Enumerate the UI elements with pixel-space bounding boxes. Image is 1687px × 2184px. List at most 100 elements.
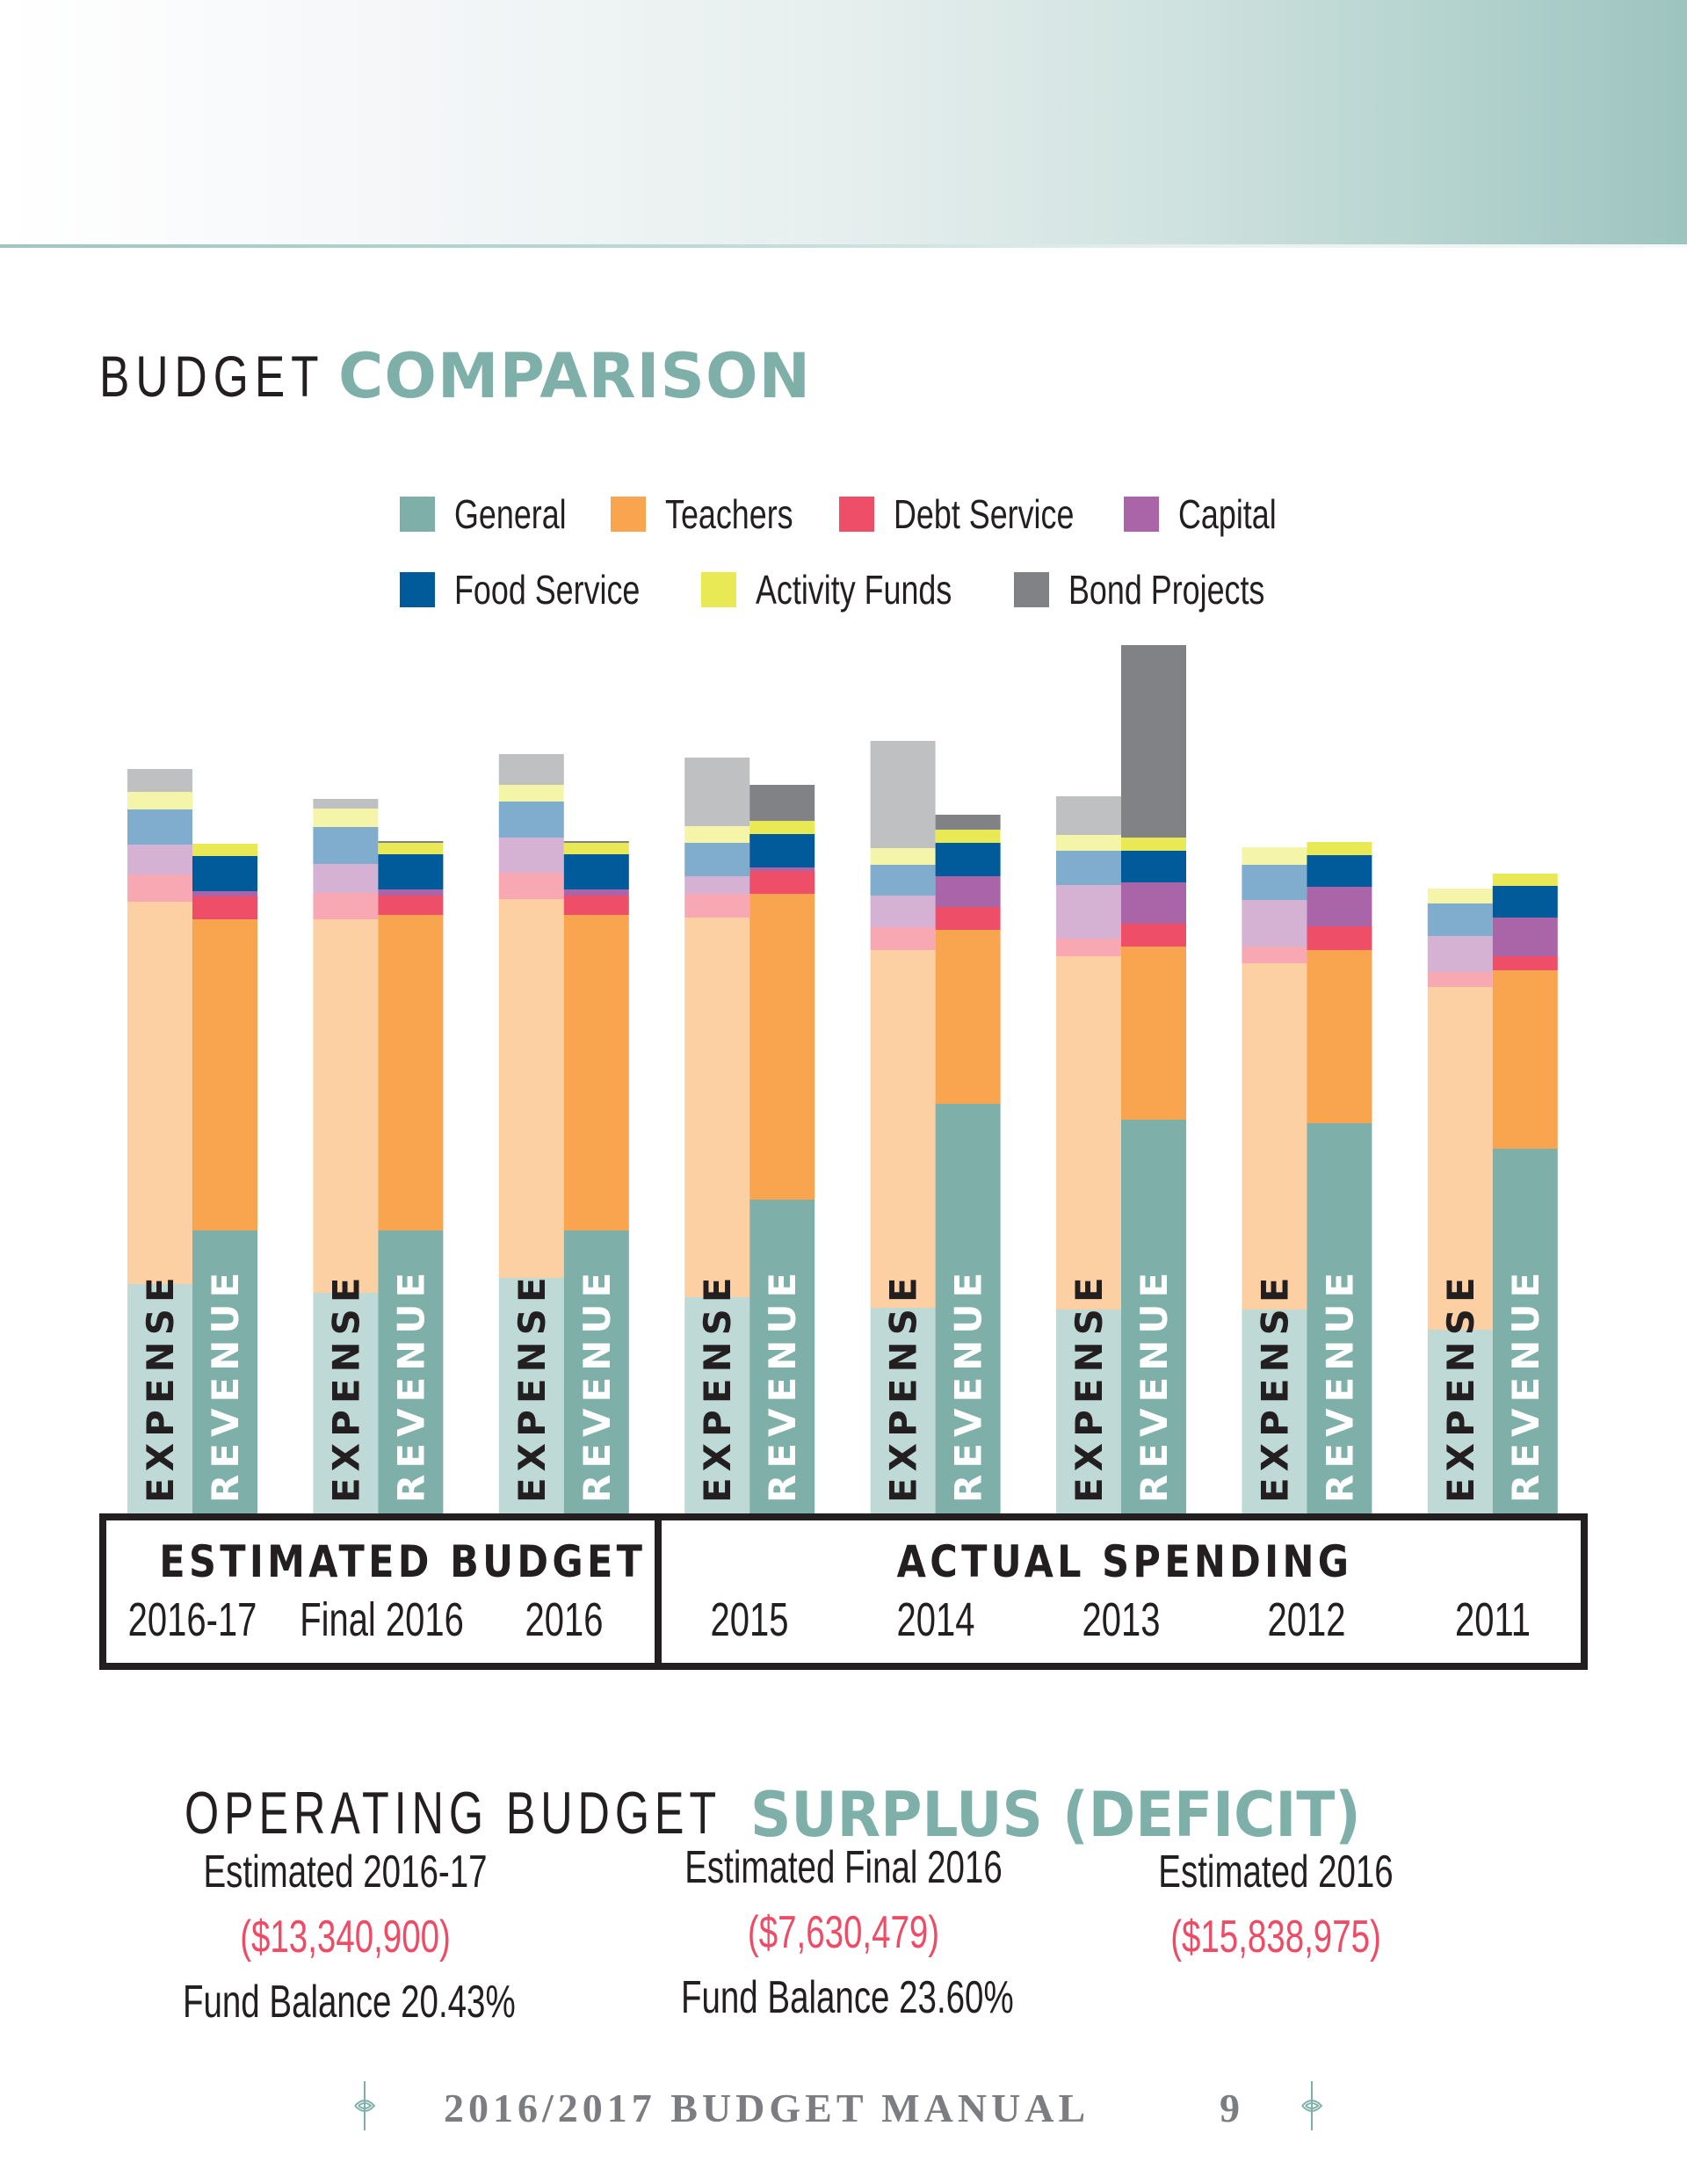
expense-segment-food-service [498, 802, 564, 838]
expense-segment-teachers [1242, 963, 1307, 1310]
revenue-segment-general [378, 1230, 444, 1513]
bar-group-2013: EXPENSE REVENUE [1056, 645, 1186, 1513]
expense-segment-general [1427, 1330, 1493, 1513]
expense-segment-teachers [498, 899, 564, 1278]
revenue-segment-debt-service [1307, 926, 1372, 950]
expense-segment-capital [870, 896, 936, 927]
revenue-segment-debt-service [935, 907, 1001, 930]
revenue-segment-general [192, 1230, 257, 1513]
revenue-segment-debt-service [749, 871, 815, 894]
revenue-segment-activity-funds [749, 821, 815, 834]
expense-segment-bond-projects [1056, 796, 1121, 835]
revenue-segment-activity-funds [563, 843, 629, 854]
expense-segment-food-service [1056, 851, 1121, 885]
expense-segment-general [870, 1308, 936, 1513]
revenue-segment-capital [1121, 882, 1186, 924]
operating-column-2016-17: Estimated 2016-17 ($13,340,900) Fund Bal… [126, 1846, 565, 2028]
deficit-amount: ($15,838,975) [1170, 1912, 1381, 1963]
expense-bar-label: EXPENSE [1068, 1271, 1111, 1503]
legend-item-bond-projects: Bond Projects [1014, 567, 1320, 613]
expense-segment-bond-projects [870, 741, 936, 848]
expense-segment-general [313, 1293, 379, 1513]
deficit-amount: ($13,340,900) [240, 1912, 451, 1963]
expense-segment-debt-service [127, 874, 192, 902]
fund-balance: Fund Balance 20.43% [183, 1977, 516, 2028]
expense-segment-teachers [684, 918, 750, 1297]
expense-segment-bond-projects [127, 769, 192, 792]
legend-label: Teachers [665, 491, 793, 537]
revenue-segment-capital [192, 891, 257, 896]
expense-segment-teachers [127, 902, 192, 1284]
expense-segment-bond-projects [684, 758, 750, 826]
legend-label: Capital [1178, 491, 1277, 537]
revenue-segment-teachers [192, 919, 257, 1230]
actual-spending-box [655, 1513, 1588, 1670]
expense-segment-food-service [1242, 865, 1307, 900]
page-title-light: BUDGET [99, 344, 325, 409]
revenue-segment-bond-projects [563, 841, 629, 843]
legend-label: Food Service [454, 567, 641, 613]
revenue-segment-capital [1492, 918, 1558, 956]
operating-column-2016: Estimated 2016 ($15,838,975) [1056, 1846, 1495, 1963]
group-label-estimated-budget: ESTIMATED BUDGET [159, 1536, 647, 1587]
expense-bar-label: EXPENSE [1439, 1271, 1482, 1503]
x-tick-label: 2015 [710, 1593, 789, 1646]
expense-segment-capital [498, 838, 564, 873]
bar-group-final-2016: EXPENSE REVENUE [313, 799, 444, 1513]
revenue-segment-bond-projects [378, 841, 444, 843]
revenue-segment-general [1307, 1123, 1372, 1513]
expense-segment-teachers [1056, 956, 1121, 1310]
expense-segment-capital [1242, 900, 1307, 947]
revenue-segment-general [749, 1200, 815, 1513]
expense-segment-capital [684, 876, 750, 894]
legend-item-debt-service: Debt Service [839, 491, 1125, 537]
revenue-bar-label: REVENUE [947, 1266, 990, 1503]
expense-segment-general [1056, 1310, 1121, 1513]
revenue-segment-food-service [749, 834, 815, 867]
revenue-segment-bond-projects [935, 815, 1001, 830]
bar-group-2011: EXPENSE REVENUE [1427, 874, 1558, 1513]
expense-segment-general [1242, 1310, 1307, 1513]
legend-item-teachers: Teachers [611, 491, 829, 537]
group-label-actual-spending: ACTUAL SPENDING [896, 1536, 1353, 1587]
expense-segment-activity-funds [684, 826, 750, 843]
revenue-segment-debt-service [563, 896, 629, 915]
expense-segment-food-service [313, 827, 379, 864]
operating-label: Estimated 2016 [1158, 1847, 1394, 1897]
expense-segment-debt-service [1242, 947, 1307, 963]
fleur-ornament-icon [1301, 2081, 1323, 2130]
bar-group-2014: EXPENSE REVENUE [870, 741, 1001, 1513]
revenue-bar-label: REVENUE [761, 1266, 804, 1503]
x-tick-label: 2011 [1454, 1593, 1531, 1646]
bar-group-2012: EXPENSE REVENUE [1242, 842, 1372, 1513]
expense-segment-general [498, 1278, 564, 1513]
revenue-bar-label: REVENUE [204, 1266, 247, 1503]
revenue-segment-capital [935, 876, 1001, 907]
revenue-segment-activity-funds [1121, 838, 1186, 851]
expense-segment-food-service [127, 809, 192, 845]
revenue-segment-food-service [378, 854, 444, 889]
legend-label: Activity Funds [756, 567, 952, 613]
x-tick-label: 2014 [896, 1593, 975, 1646]
legend-swatch [701, 572, 736, 607]
expense-segment-debt-service [1056, 939, 1121, 956]
expense-segment-activity-funds [498, 785, 564, 802]
revenue-segment-food-service [1492, 886, 1558, 918]
revenue-segment-teachers [1121, 947, 1186, 1120]
revenue-segment-activity-funds [935, 830, 1001, 843]
expense-segment-general [127, 1284, 192, 1513]
revenue-segment-debt-service [1121, 924, 1186, 947]
legend-label: General [454, 491, 567, 537]
revenue-segment-general [1121, 1120, 1186, 1513]
x-tick-label: 2013 [1082, 1593, 1161, 1646]
operating-label: Estimated Final 2016 [684, 1842, 1003, 1893]
revenue-segment-capital [563, 889, 629, 896]
operating-title: OPERATING BUDGET SURPLUS (DEFICIT) [185, 1779, 1361, 1851]
revenue-segment-teachers [1492, 970, 1558, 1149]
expense-segment-activity-funds [313, 809, 379, 827]
legend-label: Debt Service [894, 491, 1075, 537]
revenue-segment-activity-funds [192, 844, 257, 856]
legend-swatch [1014, 572, 1049, 607]
revenue-segment-teachers [378, 915, 444, 1230]
expense-segment-activity-funds [1242, 847, 1307, 865]
